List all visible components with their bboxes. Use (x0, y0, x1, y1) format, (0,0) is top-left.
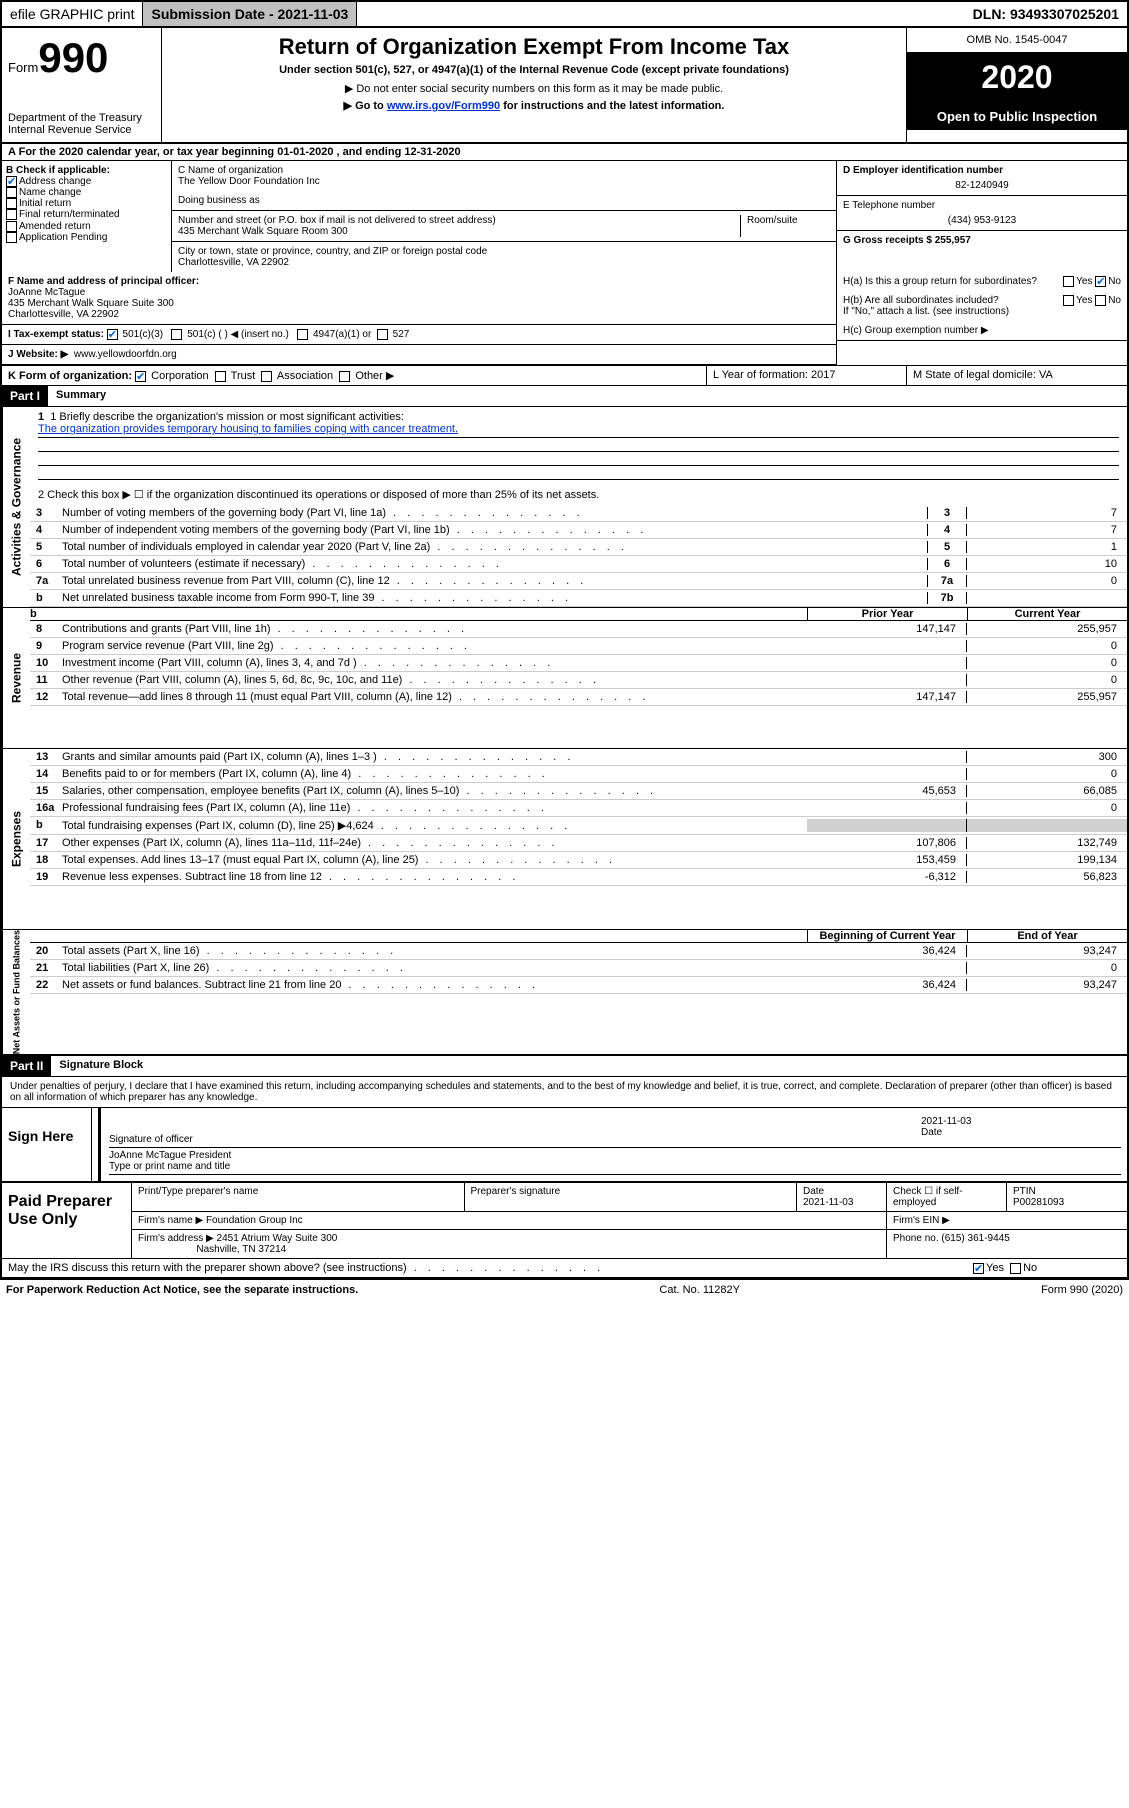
line2: 2 Check this box ▶ ☐ if the organization… (30, 484, 1127, 505)
cb-hb-yes[interactable] (1063, 295, 1074, 306)
state-domicile: M State of legal domicile: VA (907, 366, 1127, 385)
city-row: City or town, state or province, country… (172, 242, 836, 272)
table-row: 10 Investment income (Part VIII, column … (30, 655, 1127, 672)
table-row: 21 Total liabilities (Part X, line 26) 0 (30, 960, 1127, 977)
cb-discuss-yes[interactable] (973, 1263, 984, 1274)
section-a-period: A For the 2020 calendar year, or tax yea… (2, 144, 1127, 161)
table-row: 9 Program service revenue (Part VIII, li… (30, 638, 1127, 655)
irs-link[interactable]: www.irs.gov/Form990 (387, 100, 500, 112)
declaration: Under penalties of perjury, I declare th… (2, 1077, 1127, 1107)
gov-line: b Net unrelated business taxable income … (30, 590, 1127, 607)
cb-ha-no[interactable] (1095, 276, 1106, 287)
note-goto: ▶ Go to www.irs.gov/Form990 for instruct… (172, 99, 896, 112)
sig-date: 2021-11-03 Date (921, 1114, 1121, 1148)
part1-header: Part I (2, 386, 48, 406)
expenses-vert: Expenses (2, 749, 30, 929)
cb-527[interactable] (377, 329, 388, 340)
cb-501c[interactable] (171, 329, 182, 340)
table-row: 11 Other revenue (Part VIII, column (A),… (30, 672, 1127, 689)
cb-corp[interactable] (135, 371, 146, 382)
top-bar: efile GRAPHIC print Submission Date - 20… (2, 2, 1127, 28)
gov-line: 3 Number of voting members of the govern… (30, 505, 1127, 522)
table-row: 14 Benefits paid to or for members (Part… (30, 766, 1127, 783)
website-row: J Website: ▶ www.yellowdoorfdn.org (2, 345, 836, 365)
phone-block: E Telephone number (434) 953-9123 (837, 196, 1127, 231)
table-row: 22 Net assets or fund balances. Subtract… (30, 977, 1127, 994)
dln-label: DLN: 93493307025201 (965, 2, 1127, 26)
table-row: b Total fundraising expenses (Part IX, c… (30, 817, 1127, 835)
table-row: 8 Contributions and grants (Part VIII, l… (30, 621, 1127, 638)
cb-hb-no[interactable] (1095, 295, 1106, 306)
gov-line: 5 Total number of individuals employed i… (30, 539, 1127, 556)
cb-trust[interactable] (215, 371, 226, 382)
cb-assoc[interactable] (261, 371, 272, 382)
omb-number: OMB No. 1545-0047 (907, 28, 1127, 53)
page-footer: For Paperwork Reduction Act Notice, see … (0, 1280, 1129, 1300)
sig-name: JoAnne McTague President Type or print n… (109, 1148, 1121, 1175)
cb-addr-change[interactable]: Address change (6, 176, 167, 187)
governance-vert: Activities & Governance (2, 407, 30, 607)
dept-label: Department of the Treasury Internal Reve… (8, 112, 155, 136)
gov-line: 7a Total unrelated business revenue from… (30, 573, 1127, 590)
h-b-row: H(b) Are all subordinates included? Yes … (837, 291, 1127, 321)
form-header: Form990 Department of the Treasury Inter… (2, 28, 1127, 144)
cb-amended[interactable]: Amended return (6, 221, 167, 232)
officer-block: F Name and address of principal officer:… (2, 272, 836, 325)
gross-receipts: G Gross receipts $ 255,957 (837, 231, 1127, 250)
addr-row: Number and street (or P.O. box if mail i… (172, 211, 836, 242)
cb-4947[interactable] (297, 329, 308, 340)
submission-date-button[interactable]: Submission Date - 2021-11-03 (143, 2, 357, 26)
table-row: 20 Total assets (Part X, line 16) 36,424… (30, 943, 1127, 960)
note-ssn: Do not enter social security numbers on … (172, 82, 896, 95)
prep-row2: Firm's name ▶ Foundation Group Inc Firm'… (132, 1212, 1127, 1230)
cb-other[interactable] (339, 371, 350, 382)
form-number: Form990 (8, 34, 155, 82)
sig-officer[interactable]: Signature of officer (109, 1114, 921, 1148)
gov-line: 4 Number of independent voting members o… (30, 522, 1127, 539)
netassets-vert: Net Assets or Fund Balances (2, 930, 30, 1054)
cb-final[interactable]: Final return/terminated (6, 209, 167, 220)
form-subtitle: Under section 501(c), 527, or 4947(a)(1)… (172, 64, 896, 76)
inspection-label: Open to Public Inspection (907, 103, 1127, 130)
table-row: 19 Revenue less expenses. Subtract line … (30, 869, 1127, 886)
mission-block: 1 1 Briefly describe the organization's … (30, 407, 1127, 484)
gov-line: 6 Total number of volunteers (estimate i… (30, 556, 1127, 573)
h-c-row: H(c) Group exemption number ▶ (837, 321, 1127, 341)
form-title: Return of Organization Exempt From Incom… (172, 34, 896, 60)
table-row: 17 Other expenses (Part IX, column (A), … (30, 835, 1127, 852)
efile-label: efile GRAPHIC print (2, 2, 143, 26)
part1-title: Summary (48, 386, 114, 406)
cb-pending[interactable]: Application Pending (6, 232, 167, 243)
tax-year: 2020 (907, 53, 1127, 103)
revenue-vert: Revenue (2, 608, 30, 748)
part2-header: Part II (2, 1056, 51, 1076)
prep-row1: Print/Type preparer's name Preparer's si… (132, 1183, 1127, 1212)
cb-initial[interactable]: Initial return (6, 198, 167, 209)
cb-ha-yes[interactable] (1063, 276, 1074, 287)
h-a-row: H(a) Is this a group return for subordin… (837, 272, 1127, 291)
netassets-hdr: Beginning of Current Year End of Year (30, 930, 1127, 943)
part2-title: Signature Block (51, 1056, 151, 1076)
table-row: 16a Professional fundraising fees (Part … (30, 800, 1127, 817)
sign-here-label: Sign Here (2, 1108, 92, 1181)
cb-501c3[interactable] (107, 329, 118, 340)
irs-discuss-row: May the IRS discuss this return with the… (2, 1258, 1127, 1278)
table-row: 13 Grants and similar amounts paid (Part… (30, 749, 1127, 766)
preparer-label: Paid Preparer Use Only (2, 1183, 132, 1258)
tax-exempt-row: I Tax-exempt status: 501(c)(3) 501(c) ( … (2, 325, 836, 345)
cb-discuss-no[interactable] (1010, 1263, 1021, 1274)
b-label: B Check if applicable: (6, 165, 167, 176)
table-row: 15 Salaries, other compensation, employe… (30, 783, 1127, 800)
cb-name-change[interactable]: Name change (6, 187, 167, 198)
year-formation: L Year of formation: 2017 (707, 366, 907, 385)
org-name-block: C Name of organization The Yellow Door F… (172, 161, 836, 211)
ein-block: D Employer identification number 82-1240… (837, 161, 1127, 196)
prep-row3: Firm's address ▶ 2451 Atrium Way Suite 3… (132, 1230, 1127, 1258)
info-block: B Check if applicable: Address change Na… (2, 161, 1127, 272)
table-row: 18 Total expenses. Add lines 13–17 (must… (30, 852, 1127, 869)
revenue-hdr: b Prior Year Current Year (30, 608, 1127, 621)
table-row: 12 Total revenue—add lines 8 through 11 … (30, 689, 1127, 706)
k-l-m-row: K Form of organization: Corporation Trus… (2, 366, 1127, 386)
